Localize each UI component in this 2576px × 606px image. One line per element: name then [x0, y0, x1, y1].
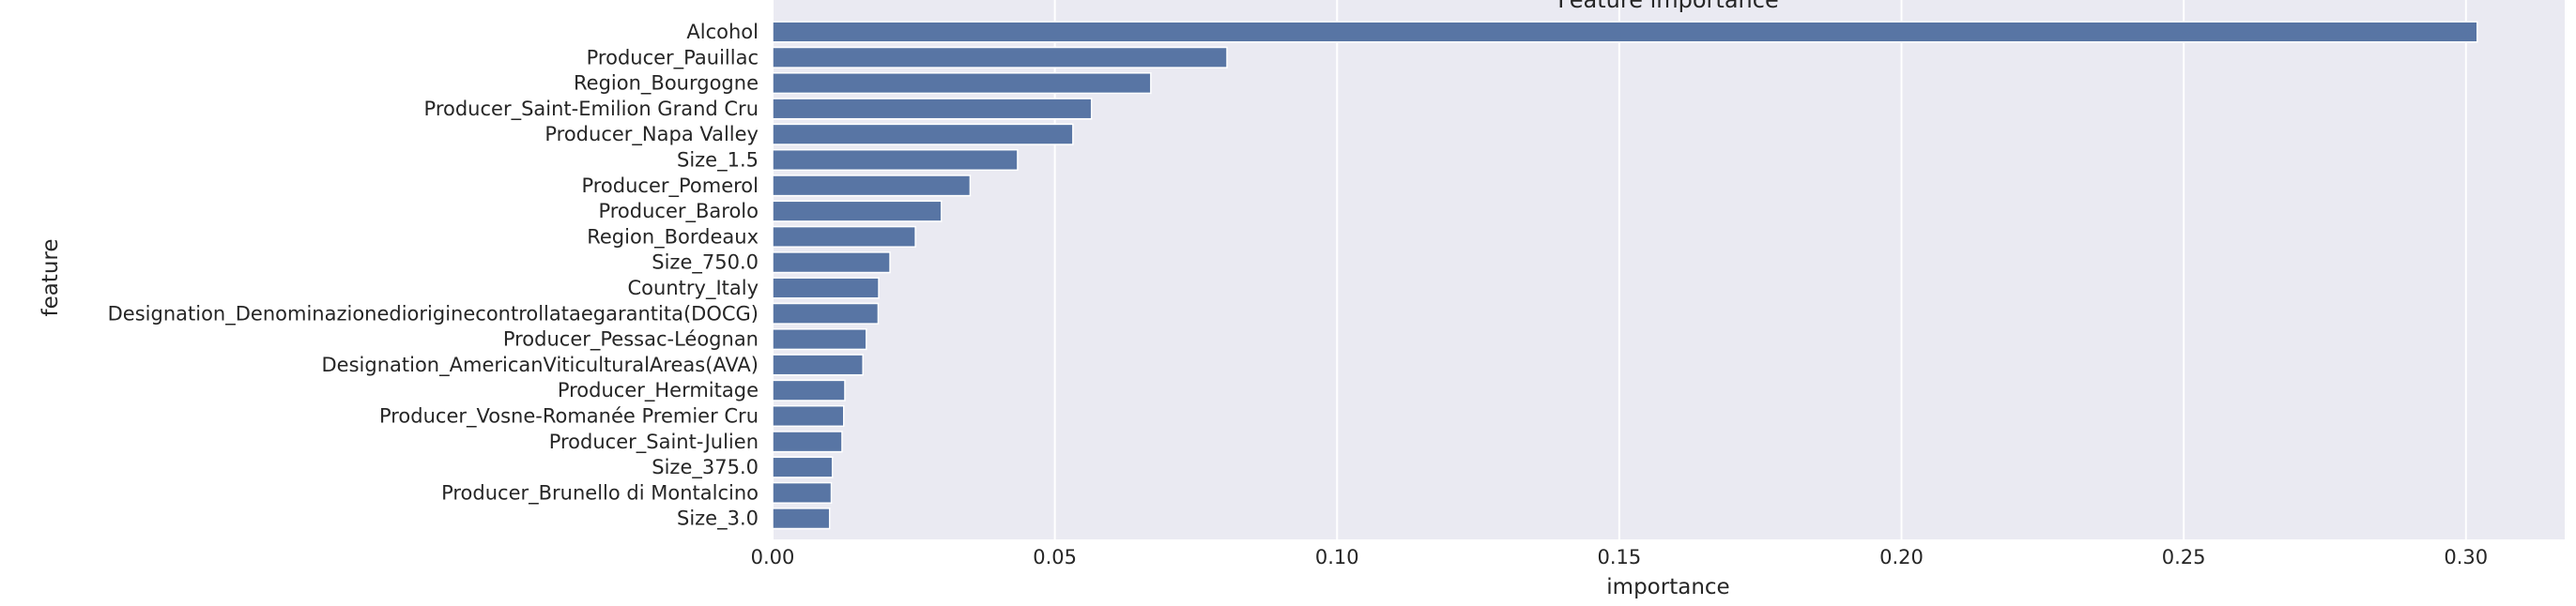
- y-tick-label: Producer_Hermitage: [558, 379, 759, 402]
- y-tick-label: Alcohol: [686, 21, 759, 43]
- bar: [772, 251, 891, 274]
- x-tick-label: 0.25: [2162, 546, 2206, 568]
- bar: [772, 277, 880, 299]
- y-axis-title: feature: [38, 238, 63, 316]
- x-tick-label: 0.15: [1598, 546, 1642, 568]
- y-tick-label: Designation_AmericanViticulturalAreas(AV…: [322, 354, 759, 377]
- y-tick-label: Region_Bordeaux: [587, 225, 759, 249]
- bar: [772, 123, 1074, 145]
- y-tick-label: Producer_Brunello di Montalcino: [441, 481, 759, 505]
- y-tick-label: Size_750.0: [652, 251, 759, 275]
- y-tick-label: Producer_Vosne-Romanée Premier Cru: [379, 405, 759, 429]
- x-tick-label: 0.10: [1315, 546, 1359, 568]
- y-tick-label: Producer_Pomerol: [581, 174, 759, 198]
- bar: [772, 200, 943, 222]
- y-tick-label: Producer_Barolo: [598, 200, 759, 223]
- bar: [772, 508, 831, 530]
- y-tick-label: Designation_Denominazionedioriginecontro…: [108, 302, 759, 326]
- y-tick-label: Producer_Saint-Emilion Grand Cru: [424, 98, 759, 121]
- bar: [772, 404, 845, 428]
- bar: [772, 46, 1228, 68]
- bar: [772, 431, 843, 453]
- x-axis-title: importance: [1606, 575, 1729, 599]
- bar: [772, 72, 1152, 95]
- y-tick-label: Producer_Napa Valley: [544, 123, 759, 146]
- bar: [772, 21, 2478, 43]
- bar: [772, 379, 846, 401]
- bar: [772, 98, 1093, 120]
- y-tick-labels: Alcohol Producer_Pauillac Region_Bourgogne…: [108, 21, 759, 531]
- bar: [772, 302, 880, 325]
- y-tick-label: Size_375.0: [652, 456, 759, 479]
- x-tick-labels: 0.00 0.05 0.10 0.15 0.20 0.25 0.30: [751, 546, 2489, 568]
- x-tick-label: 0.20: [1879, 546, 1924, 568]
- bar: [772, 354, 864, 376]
- x-tick-label: 0.00: [751, 546, 795, 568]
- y-tick-label: Country_Italy: [628, 277, 759, 300]
- y-tick-label: Producer_Pessac-Léognan: [503, 328, 759, 352]
- bars: [772, 21, 2478, 530]
- chart-title: Feature importance: [1557, 0, 1778, 13]
- y-tick-label: Producer_Pauillac: [587, 46, 759, 69]
- y-tick-label: Region_Bourgogne: [574, 72, 759, 96]
- bar: [772, 456, 834, 478]
- x-tick-label: 0.05: [1033, 546, 1077, 568]
- bar: [772, 328, 867, 351]
- y-tick-label: Size_1.5: [677, 149, 759, 173]
- y-tick-label: Producer_Saint-Julien: [549, 431, 759, 454]
- bar: [772, 481, 833, 504]
- x-tick-label: 0.30: [2444, 546, 2488, 568]
- bar: [772, 174, 972, 197]
- bar: [772, 148, 1019, 172]
- y-tick-label: Size_3.0: [677, 508, 759, 531]
- bar: [772, 225, 916, 248]
